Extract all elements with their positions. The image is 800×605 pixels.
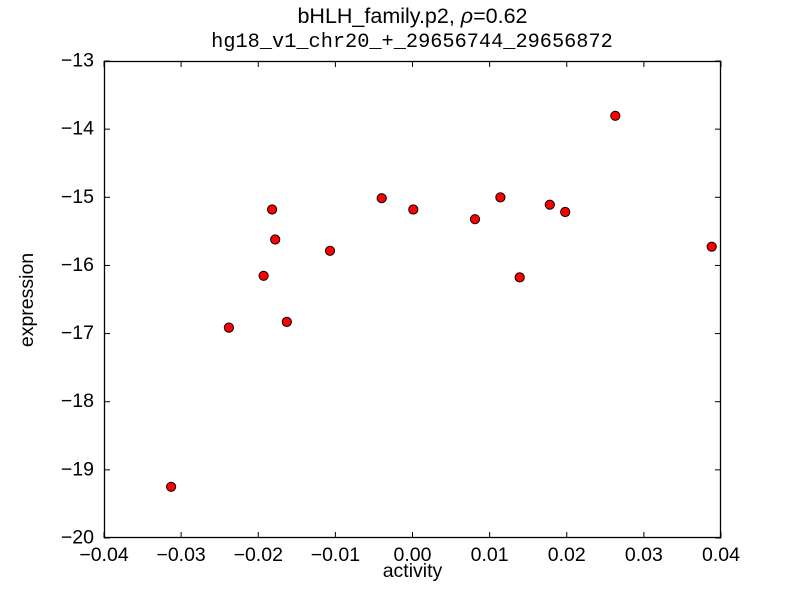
svg-text:activity: activity: [383, 560, 443, 582]
svg-text:−18: −18: [61, 390, 94, 412]
svg-text:−19: −19: [61, 458, 94, 480]
svg-text:0.02: 0.02: [548, 544, 586, 566]
svg-text:−0.02: −0.02: [234, 544, 283, 566]
svg-text:−14: −14: [61, 118, 94, 140]
svg-text:0.04: 0.04: [702, 544, 740, 566]
svg-text:−0.03: −0.03: [156, 544, 205, 566]
svg-text:bHLH_family.p2, ρ=0.62: bHLH_family.p2, ρ=0.62: [297, 4, 527, 28]
svg-text:−13: −13: [61, 50, 94, 72]
svg-text:−17: −17: [61, 322, 94, 344]
svg-text:−15: −15: [61, 186, 94, 208]
svg-text:−0.01: −0.01: [311, 544, 360, 566]
svg-text:expression: expression: [16, 253, 38, 347]
svg-text:0.01: 0.01: [471, 544, 509, 566]
svg-text:0.03: 0.03: [625, 544, 663, 566]
svg-text:hg18_v1_chr20_+_29656744_29656: hg18_v1_chr20_+_29656744_29656872: [211, 31, 613, 54]
svg-text:−20: −20: [61, 527, 94, 549]
svg-text:−16: −16: [61, 254, 94, 276]
